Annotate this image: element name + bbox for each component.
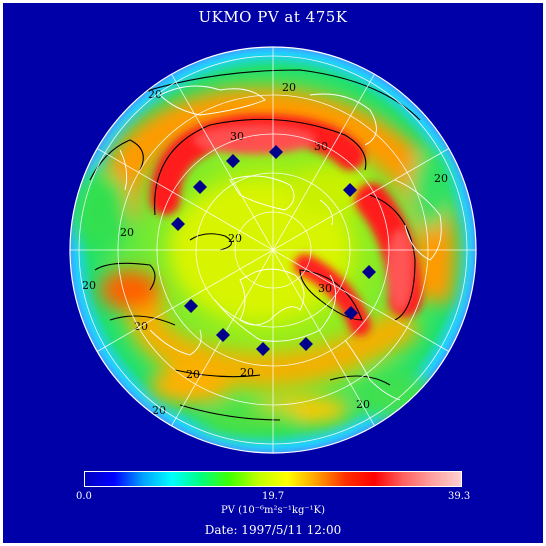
contour-label: 20 [356,398,370,411]
coastlines [119,85,442,401]
colorbar-mid-label: 19.7 [262,491,285,502]
colorbar-label: PV (10⁻⁶m²s⁻¹kg⁻¹K) [220,505,326,516]
marker [343,183,357,197]
colorbar [84,471,462,487]
contour-label: 20 [148,88,162,101]
contour-label: 30 [318,282,332,295]
contours [89,69,421,421]
marker [299,337,313,351]
marker [184,299,198,313]
marker [216,328,230,342]
marker [256,342,270,356]
contour-label: 20 [434,172,448,185]
colorbar-max-label: 39.3 [448,491,471,502]
marker [171,217,185,231]
contour-label: 20 [152,404,166,417]
contour-label: 20 [82,279,96,292]
contour-labels: 20 20 20 20 20 20 20 20 20 20 20 30 30 3… [82,81,448,417]
contour-label: 30 [230,130,244,143]
contour-label: 20 [186,368,200,381]
colorbar-min-label: 0.0 [76,491,92,502]
date-label: Date: 1997/5/11 12:00 [204,523,342,537]
marker [362,265,376,279]
contour-label: 20 [240,366,254,379]
plot-title: UKMO PV at 475K [198,8,348,26]
marker [344,306,358,320]
disk-outline [69,46,477,454]
marker [226,154,240,168]
marker [269,145,283,159]
contour-label: 20 [282,81,296,94]
markers [171,145,376,356]
contour-label: 20 [120,226,134,239]
marker [193,180,207,194]
contour-label: 20 [228,232,242,245]
latlon-grid [70,47,476,453]
